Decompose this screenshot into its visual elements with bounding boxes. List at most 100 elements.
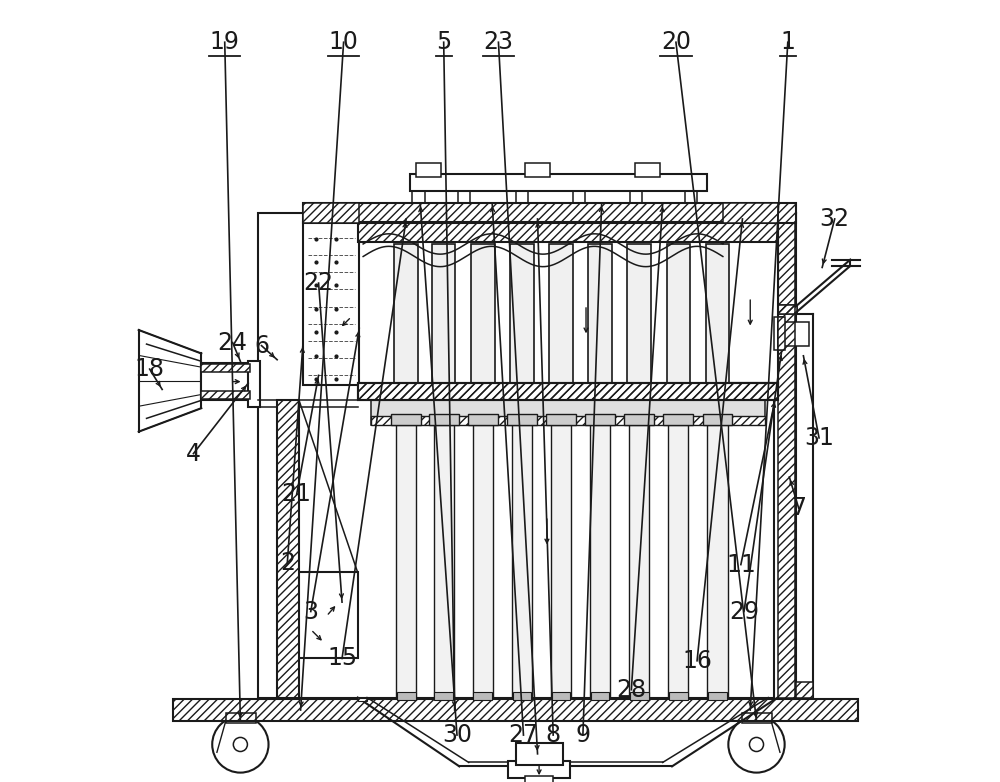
Bar (458, 191, 470, 205)
Bar (667, 244, 690, 383)
Bar (371, 416, 765, 425)
Bar (434, 424, 454, 698)
Bar (201, 364, 250, 372)
Text: 22: 22 (304, 271, 334, 295)
Text: 2: 2 (280, 551, 295, 575)
Bar (173, 699, 858, 721)
Bar (303, 203, 359, 223)
Bar (173, 699, 858, 721)
Bar (429, 414, 459, 425)
Bar (627, 244, 651, 383)
Text: 32: 32 (820, 207, 850, 231)
Text: 8: 8 (546, 723, 561, 747)
Bar (629, 424, 649, 698)
Bar (358, 383, 778, 400)
Bar (416, 163, 441, 177)
Bar (358, 222, 778, 242)
Text: 27: 27 (508, 723, 538, 747)
Bar (258, 213, 774, 698)
Text: 15: 15 (327, 647, 357, 670)
Bar (663, 414, 693, 425)
Bar (507, 414, 537, 425)
Text: 28: 28 (616, 678, 646, 701)
Bar (778, 305, 797, 314)
Bar (723, 223, 778, 383)
Bar (591, 692, 609, 700)
Bar (201, 391, 250, 399)
Bar (226, 713, 256, 723)
Text: 23: 23 (483, 30, 513, 54)
Bar (508, 761, 570, 778)
Bar (656, 213, 669, 223)
Text: 19: 19 (210, 30, 240, 54)
Bar (588, 244, 612, 383)
Text: 5: 5 (436, 30, 451, 54)
Bar (371, 398, 765, 425)
Bar (277, 400, 299, 698)
Bar (516, 191, 528, 205)
Bar (546, 414, 576, 425)
Bar (585, 414, 615, 425)
Text: 4: 4 (186, 442, 201, 465)
Text: 1: 1 (780, 30, 795, 54)
Text: 24: 24 (218, 331, 248, 354)
Text: 20: 20 (661, 30, 691, 54)
Bar (201, 363, 250, 400)
Bar (358, 698, 367, 701)
Bar (707, 424, 728, 698)
Bar (624, 414, 654, 425)
Bar (635, 163, 660, 177)
Bar (708, 692, 727, 700)
Text: 29: 29 (729, 600, 759, 623)
Bar (513, 692, 531, 700)
Bar (396, 424, 416, 698)
Bar (471, 244, 495, 383)
Bar (703, 414, 732, 425)
Bar (590, 424, 610, 698)
Bar (201, 391, 250, 399)
Bar (358, 383, 778, 400)
Text: 9: 9 (575, 723, 590, 747)
Bar (358, 698, 367, 701)
Text: 16: 16 (682, 649, 712, 673)
Bar (277, 400, 299, 698)
Bar (358, 383, 778, 400)
Bar (778, 317, 785, 350)
Bar (778, 322, 809, 346)
Bar (723, 203, 778, 223)
Bar (796, 682, 813, 698)
Bar (277, 400, 299, 698)
Bar (394, 244, 418, 383)
Text: 10: 10 (329, 30, 359, 54)
Bar (432, 244, 455, 383)
Bar (706, 244, 729, 383)
Bar (723, 203, 778, 223)
Text: 18: 18 (135, 357, 165, 381)
Bar (468, 414, 498, 425)
Bar (525, 776, 553, 782)
Bar (525, 163, 550, 177)
Bar (391, 414, 421, 425)
Bar (397, 692, 416, 700)
Text: 31: 31 (804, 426, 834, 450)
Bar (774, 317, 783, 350)
Bar (303, 203, 796, 223)
Bar (573, 191, 585, 205)
Bar (551, 424, 571, 698)
Bar (552, 692, 570, 700)
Bar (358, 383, 778, 400)
Bar (410, 174, 707, 191)
Text: 21: 21 (282, 482, 312, 506)
Bar (778, 213, 795, 698)
Bar (510, 244, 534, 383)
Bar (473, 692, 492, 700)
Bar (742, 713, 772, 723)
Bar (248, 361, 260, 407)
Bar (668, 424, 688, 698)
Bar (412, 213, 425, 223)
Bar (303, 222, 359, 385)
Bar (358, 222, 778, 242)
Bar (778, 305, 797, 314)
Bar (630, 191, 642, 205)
Bar (201, 364, 250, 372)
